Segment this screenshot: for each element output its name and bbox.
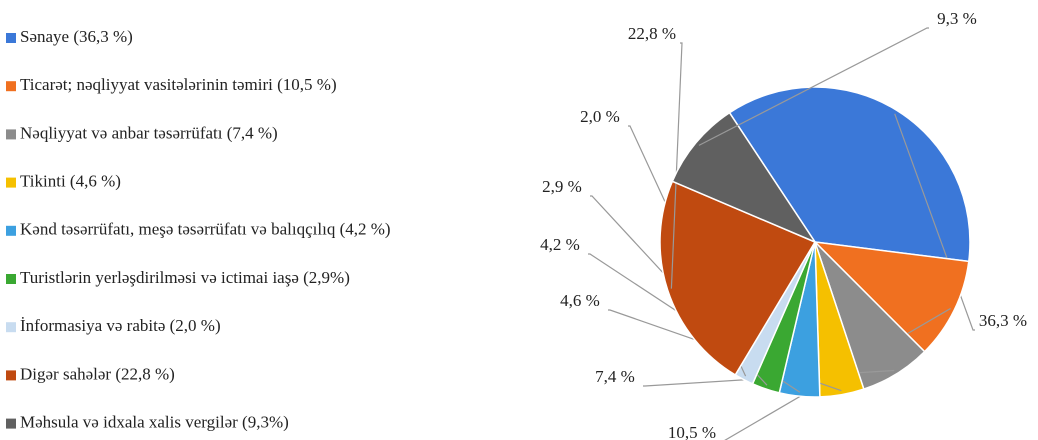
data-label: 7,4 % bbox=[595, 367, 635, 386]
data-label: 36,3 % bbox=[979, 311, 1027, 330]
legend-swatch bbox=[6, 370, 16, 381]
legend-label: Nəqliyyat və anbar təsərrüfatı (7,4 %) bbox=[20, 123, 278, 142]
leader-line bbox=[894, 113, 975, 331]
legend-label: Turistlərin yerləşdirilməsi və ictimai i… bbox=[20, 268, 350, 287]
legend-swatch bbox=[6, 177, 16, 188]
data-label: 4,2 % bbox=[540, 235, 580, 254]
pie-slice bbox=[812, 240, 970, 353]
legend-swatch bbox=[6, 274, 16, 284]
legend-swatch bbox=[6, 322, 16, 333]
legend-swatch bbox=[6, 418, 16, 429]
data-label: 10,5 % bbox=[668, 423, 716, 440]
data-label: 9,3 % bbox=[937, 9, 977, 28]
legend-label: Kənd təsərrüfatı, meşə təsərrüfatı və ba… bbox=[20, 220, 391, 239]
legend-label: Ticarət; nəqliyyat vasitələrinin təmiri … bbox=[20, 75, 337, 94]
legend-swatch bbox=[6, 129, 16, 140]
leader-line bbox=[698, 27, 929, 146]
data-label: 22,8 % bbox=[628, 24, 676, 43]
pie-slice bbox=[659, 180, 817, 376]
pie-slice bbox=[728, 86, 971, 263]
legend-label: Digər sahələr (22,8 %) bbox=[20, 364, 175, 383]
legend-swatch bbox=[6, 225, 16, 236]
legend-label: İnformasiya və rabitə (2,0 %) bbox=[20, 316, 221, 335]
legend-swatch bbox=[6, 33, 16, 43]
legend-label: Sənaye (36,3 %) bbox=[20, 27, 133, 46]
data-label: 2,0 % bbox=[580, 107, 620, 126]
pie-slice bbox=[671, 111, 818, 244]
data-label: 4,6 % bbox=[560, 291, 600, 310]
legend-label: Məhsula və idxala xalis vergilər (9,3%) bbox=[20, 413, 289, 432]
data-label: 2,9 % bbox=[542, 177, 582, 196]
legend-swatch bbox=[6, 81, 16, 92]
legend-label: Tikinti (4,6 %) bbox=[20, 172, 121, 191]
leader-line bbox=[670, 42, 683, 289]
